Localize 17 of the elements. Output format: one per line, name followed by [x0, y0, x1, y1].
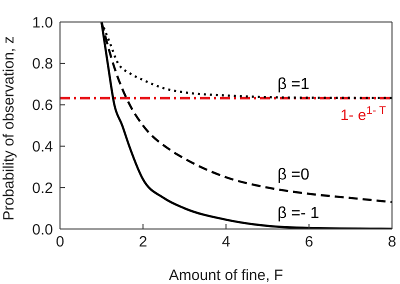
y-tick-label: 0.6 — [32, 97, 53, 114]
series-label: β =1 — [278, 76, 310, 94]
x-tick-label: 0 — [56, 234, 64, 251]
y-tick-label: 0.2 — [32, 180, 53, 197]
x-axis-title: Amount of fine, F — [168, 267, 284, 284]
y-tick-label: 0.8 — [32, 56, 53, 73]
y-tick-label: 0.4 — [32, 138, 53, 156]
ref-line-label: 1- e$^{1- T}$ — [340, 105, 386, 124]
y-tick-label: 1.0 — [32, 14, 53, 32]
x-tick-label: 6 — [304, 234, 314, 251]
y-axis-title: Probability of observation, z — [0, 36, 18, 220]
x-tick-label: 2 — [138, 234, 148, 251]
series-label: β =- 1 — [278, 204, 320, 222]
x-tick-label: 4 — [222, 234, 230, 251]
y-tick-label: 0.0 — [32, 221, 53, 238]
x-tick-label: 8 — [388, 234, 396, 251]
series-label: β =0 — [278, 166, 310, 184]
